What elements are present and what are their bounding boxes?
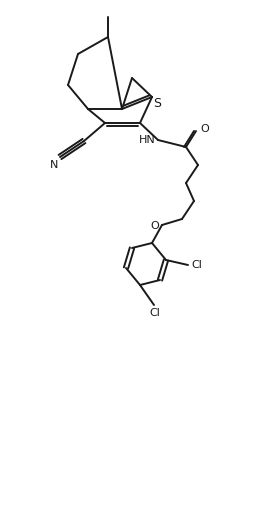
Text: S: S <box>153 96 161 109</box>
Text: Cl: Cl <box>191 260 202 270</box>
Text: N: N <box>50 160 58 170</box>
Text: O: O <box>150 221 159 231</box>
Text: O: O <box>200 124 209 134</box>
Text: HN: HN <box>139 135 156 145</box>
Text: Cl: Cl <box>150 308 161 317</box>
